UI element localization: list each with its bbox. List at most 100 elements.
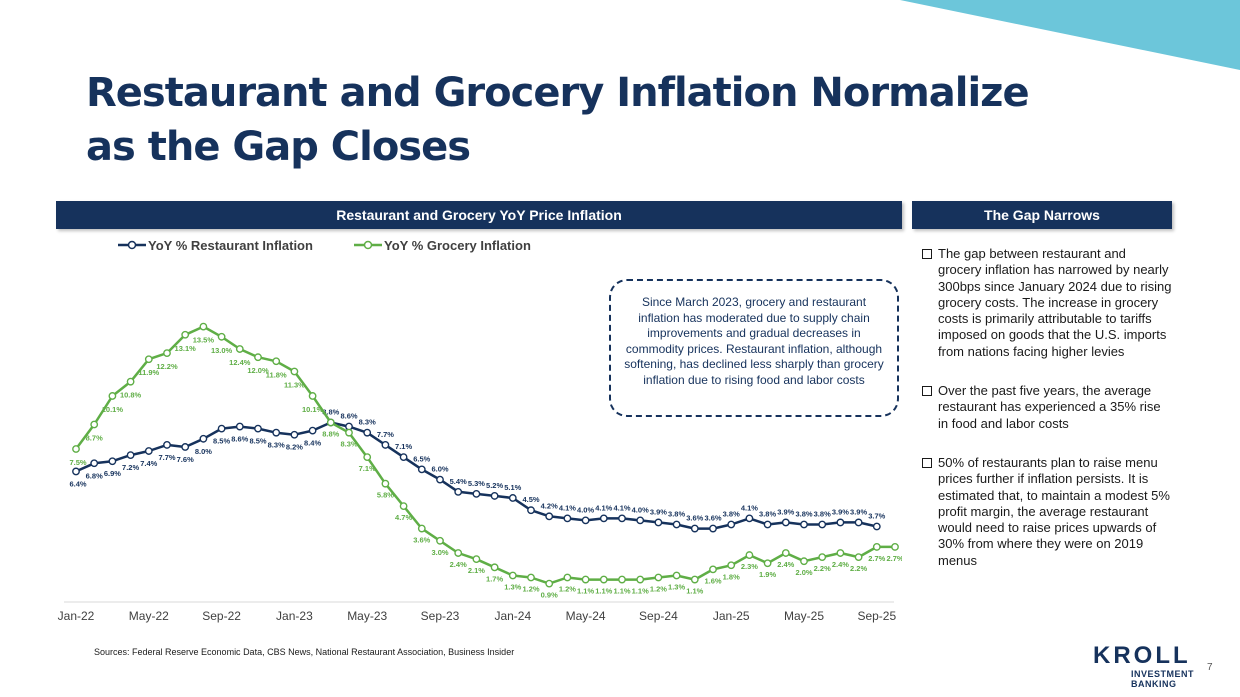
- checkbox-bullet-icon: [922, 457, 932, 468]
- bullet-text: Over the past five years, the average re…: [938, 383, 1161, 431]
- grocery-data-point: [126, 377, 135, 386]
- grocery-data-point: [727, 561, 736, 570]
- restaurant-data-point: [709, 524, 717, 533]
- restaurant-data-point: [272, 428, 281, 437]
- grocery-data-point: [235, 345, 244, 353]
- restaurant-data-label: 5.3%: [468, 479, 485, 488]
- grocery-data-point: [436, 536, 444, 545]
- x-tick-label: May-22: [129, 609, 169, 623]
- restaurant-data-point: [654, 518, 663, 527]
- restaurant-data-point: [527, 506, 535, 515]
- grocery-data-label: 2.4%: [777, 560, 794, 569]
- restaurant-data-point: [472, 489, 481, 498]
- grocery-data-point: [527, 573, 535, 582]
- grocery-data-label: 2.3%: [741, 562, 758, 571]
- restaurant-data-label: 4.1%: [559, 503, 576, 512]
- grocery-data-label: 1.9%: [759, 570, 776, 579]
- grocery-data-label: 1.2%: [522, 585, 539, 594]
- grocery-data-point: [654, 573, 663, 582]
- grocery-data-point: [618, 575, 626, 584]
- restaurant-data-label: 5.2%: [486, 481, 503, 490]
- grocery-data-point: [308, 392, 317, 400]
- grocery-data-point: [454, 549, 463, 557]
- grocery-data-point: [363, 453, 372, 462]
- logo-wordmark: KROLL: [1093, 642, 1191, 669]
- grocery-data-label: 2.7%: [868, 554, 885, 563]
- restaurant-data-label: 4.0%: [632, 505, 649, 514]
- restaurant-data-label: 4.1%: [595, 503, 612, 512]
- grocery-data-label: 10.1%: [302, 405, 324, 414]
- grocery-data-label: 13.0%: [211, 346, 233, 355]
- x-tick-label: Sep-22: [202, 609, 241, 623]
- grocery-data-label: 1.1%: [613, 587, 630, 596]
- grocery-data-point: [381, 479, 390, 488]
- restaurant-data-label: 8.6%: [340, 412, 357, 421]
- grocery-data-label: 3.6%: [413, 536, 430, 545]
- restaurant-data-label: 3.8%: [814, 509, 831, 518]
- restaurant-data-point: [581, 516, 590, 525]
- kroll-logo: KROLL INVESTMENT BANKING: [1093, 642, 1194, 690]
- grocery-data-label: 11.3%: [284, 380, 305, 389]
- grocery-data-point: [326, 418, 335, 427]
- restaurant-series-line: [75, 421, 878, 530]
- restaurant-data-label: 8.4%: [304, 439, 321, 448]
- x-tick-label: Jan-23: [276, 609, 313, 623]
- restaurant-data-label: 3.6%: [704, 514, 721, 523]
- restaurant-data-point: [235, 422, 244, 431]
- grocery-data-point: [345, 428, 353, 437]
- restaurant-data-point: [399, 453, 408, 462]
- restaurant-data-label: 8.5%: [249, 437, 266, 446]
- grocery-data-point: [217, 332, 226, 341]
- x-tick-label: Sep-25: [857, 609, 896, 623]
- bullet-item: The gap between restaurant and grocery i…: [922, 246, 1172, 360]
- sources-note: Sources: Federal Reserve Economic Data, …: [94, 647, 515, 657]
- restaurant-data-point: [800, 520, 808, 529]
- restaurant-data-point: [90, 459, 99, 468]
- x-tick-label: Sep-24: [639, 609, 678, 623]
- restaurant-data-point: [163, 441, 171, 449]
- grocery-data-point: [490, 563, 499, 572]
- restaurant-data-label: 3.8%: [759, 509, 776, 518]
- grocery-data-label: 2.0%: [795, 568, 812, 577]
- restaurant-data-point: [745, 514, 754, 523]
- gap-bullets: The gap between restaurant and grocery i…: [922, 246, 1172, 592]
- bullet-item: Over the past five years, the average re…: [922, 383, 1172, 432]
- grocery-data-point: [417, 524, 426, 533]
- restaurant-data-label: 3.7%: [868, 512, 885, 521]
- restaurant-data-label: 7.7%: [158, 453, 175, 462]
- grocery-data-point: [108, 392, 117, 400]
- grocery-data-label: 1.3%: [504, 582, 521, 591]
- grocery-data-point: [763, 559, 772, 568]
- grocery-data-label: 1.6%: [704, 576, 721, 585]
- side-header: The Gap Narrows: [912, 201, 1172, 229]
- grocery-data-point: [872, 543, 881, 551]
- bullet-text: 50% of restaurants plan to raise menu pr…: [938, 454, 1170, 568]
- x-tick-label: May-23: [347, 609, 387, 623]
- restaurant-data-label: 8.3%: [359, 418, 376, 427]
- grocery-data-label: 1.3%: [668, 582, 685, 591]
- restaurant-data-point: [454, 487, 463, 496]
- corner-accent: [900, 0, 1240, 70]
- restaurant-data-point: [417, 465, 426, 474]
- x-tick-label: Sep-23: [421, 609, 460, 623]
- grocery-data-point: [545, 579, 554, 588]
- restaurant-data-point: [563, 514, 572, 523]
- restaurant-data-label: 8.5%: [213, 437, 230, 446]
- restaurant-data-point: [599, 514, 608, 523]
- restaurant-data-label: 8.0%: [195, 447, 212, 456]
- grocery-data-label: 1.1%: [595, 587, 612, 596]
- restaurant-data-label: 7.2%: [122, 463, 139, 472]
- grocery-data-point: [254, 353, 262, 362]
- grocery-data-label: 1.2%: [559, 585, 576, 594]
- restaurant-data-label: 3.8%: [723, 509, 740, 518]
- restaurant-data-label: 7.4%: [140, 459, 157, 468]
- restaurant-data-label: 3.9%: [777, 507, 794, 516]
- page-title-line-1: Restaurant and Grocery Inflation Normali…: [86, 70, 1030, 116]
- grocery-data-point: [181, 330, 190, 339]
- restaurant-data-label: 4.1%: [613, 503, 630, 512]
- grocery-data-point: [836, 549, 845, 557]
- grocery-data-label: 1.8%: [723, 572, 740, 581]
- restaurant-data-label: 7.6%: [177, 455, 194, 464]
- grocery-data-label: 1.2%: [650, 585, 667, 594]
- restaurant-data-point: [490, 492, 499, 500]
